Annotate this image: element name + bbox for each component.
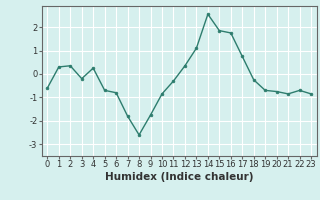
X-axis label: Humidex (Indice chaleur): Humidex (Indice chaleur) <box>105 172 253 182</box>
